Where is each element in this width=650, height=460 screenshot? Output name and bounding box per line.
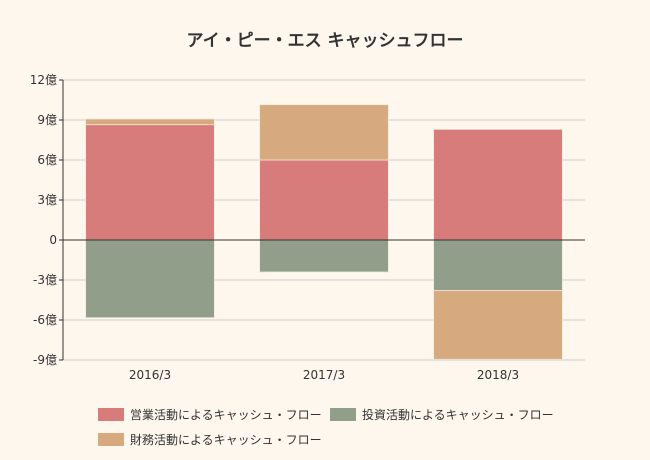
y-tick-label: 0 [49, 233, 57, 247]
bar-segment [259, 159, 389, 241]
y-tick-label: 3億 [37, 193, 57, 207]
bar-segment [433, 239, 563, 291]
bar-segment [259, 239, 389, 273]
y-tick-label: 9億 [37, 113, 57, 127]
x-tick-label: 2016/3 [129, 368, 171, 382]
legend-swatch [98, 433, 124, 446]
legend-item-investing[interactable]: 投資活動によるキャッシュ・フロー [330, 406, 554, 423]
legend-label: 営業活動によるキャッシュ・フロー [130, 408, 322, 422]
legend-label: 投資活動によるキャッシュ・フロー [362, 408, 554, 422]
legend-item-financing[interactable]: 財務活動によるキャッシュ・フロー [98, 431, 322, 448]
bar-segment [85, 124, 215, 241]
bar-segment [259, 104, 389, 161]
chart-title: アイ・ピー・エス キャッシュフロー [186, 31, 464, 51]
bar-segment [85, 118, 215, 126]
bar-segment [433, 128, 563, 241]
y-tick-label: -3億 [33, 273, 57, 287]
legend-item-operating[interactable]: 営業活動によるキャッシュ・フロー [98, 406, 322, 423]
y-tick-label: 12億 [30, 73, 57, 87]
legend-swatch [98, 408, 124, 421]
y-tick-label: -9億 [33, 353, 57, 367]
legend-swatch [330, 408, 356, 421]
y-tick-label: 6億 [37, 153, 57, 167]
bar-segment [433, 289, 563, 360]
x-tick-label: 2018/3 [477, 368, 519, 382]
y-tick-label: -6億 [33, 313, 57, 327]
x-tick-label: 2017/3 [303, 368, 345, 382]
bar-segment [85, 239, 215, 319]
legend-label: 財務活動によるキャッシュ・フロー [130, 433, 322, 447]
